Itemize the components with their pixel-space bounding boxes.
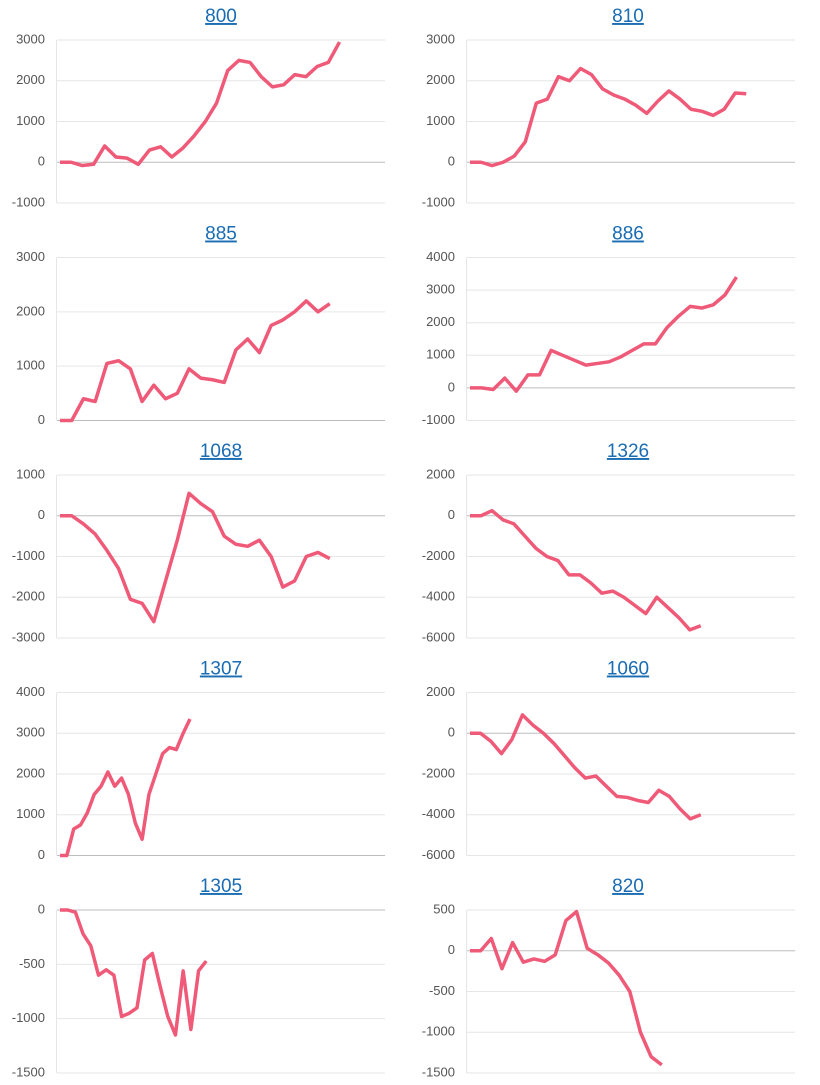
y-tick-label: -1000 (422, 194, 455, 209)
line (470, 276, 738, 393)
line (470, 508, 702, 632)
y-tick-label: 0 (38, 154, 45, 169)
y-tick-label: 1000 (426, 113, 455, 128)
y-tick-label: -3000 (12, 629, 45, 644)
y-tick-label: -1000 (422, 412, 455, 427)
y-tick-label: -2000 (422, 548, 455, 563)
y-tick-label: 500 (433, 901, 455, 916)
y-tick-label: 0 (38, 901, 45, 916)
y-tick-label: 3000 (426, 31, 455, 46)
y-tick-label: 3000 (16, 31, 45, 46)
chart-title[interactable]: 800 (205, 6, 237, 27)
y-tick-label: 1000 (426, 347, 455, 362)
y-tick-label: 0 (38, 507, 45, 522)
y-tick-label: 1000 (16, 358, 45, 373)
chart-title[interactable]: 1326 (607, 441, 649, 462)
y-tick-label: 0 (38, 412, 45, 427)
line (470, 66, 747, 168)
y-tick-label: 3000 (16, 249, 45, 264)
y-tick-label: 2000 (16, 72, 45, 87)
y-tick-label: 0 (448, 379, 455, 394)
y-tick-label: -500 (19, 956, 45, 971)
y-tick-label: -1000 (422, 1024, 455, 1039)
y-tick-label: -1500 (422, 1064, 455, 1079)
line (470, 713, 702, 821)
line (60, 718, 192, 858)
y-tick-label: -2000 (12, 589, 45, 604)
y-tick-label: -1000 (12, 194, 45, 209)
chart-title[interactable]: 1307 (200, 659, 242, 680)
y-tick-label: -1000 (12, 548, 45, 563)
y-tick-label: -6000 (422, 629, 455, 644)
y-tick-label: 0 (448, 154, 455, 169)
chart-title[interactable]: 1068 (200, 441, 242, 462)
line (60, 908, 208, 1037)
y-tick-label: 2000 (16, 765, 45, 780)
y-tick-label: 4000 (426, 249, 455, 264)
y-tick-label: -500 (429, 983, 455, 998)
y-tick-label: 0 (448, 942, 455, 957)
y-tick-label: 2000 (426, 466, 455, 481)
chart-title[interactable]: 820 (612, 876, 644, 897)
line (60, 41, 342, 168)
y-tick-label: -4000 (422, 806, 455, 821)
chart-title[interactable]: 886 (612, 224, 644, 245)
y-tick-label: 2000 (16, 303, 45, 318)
y-tick-label: 0 (448, 507, 455, 522)
y-tick-label: 2000 (426, 314, 455, 329)
chart-title[interactable]: 810 (612, 6, 644, 27)
y-tick-label: 3000 (426, 282, 455, 297)
chart-title[interactable]: 1305 (200, 876, 242, 897)
line (470, 909, 663, 1067)
y-tick-label: 0 (38, 847, 45, 862)
y-tick-label: -4000 (422, 589, 455, 604)
y-tick-label: 2000 (426, 72, 455, 87)
y-tick-label: -2000 (422, 765, 455, 780)
y-tick-label: -1500 (12, 1064, 45, 1079)
y-tick-label: 1000 (16, 806, 45, 821)
line (60, 491, 331, 624)
line (60, 299, 331, 423)
y-tick-label: 2000 (426, 684, 455, 699)
y-tick-label: -6000 (422, 847, 455, 862)
y-tick-label: 3000 (16, 725, 45, 740)
y-tick-label: -1000 (12, 1010, 45, 1025)
y-tick-label: 0 (448, 725, 455, 740)
chart-title[interactable]: 1060 (607, 659, 649, 680)
y-tick-label: 1000 (16, 113, 45, 128)
y-tick-label: 1000 (16, 466, 45, 481)
y-tick-label: 4000 (16, 684, 45, 699)
chart-title[interactable]: 885 (205, 224, 237, 245)
